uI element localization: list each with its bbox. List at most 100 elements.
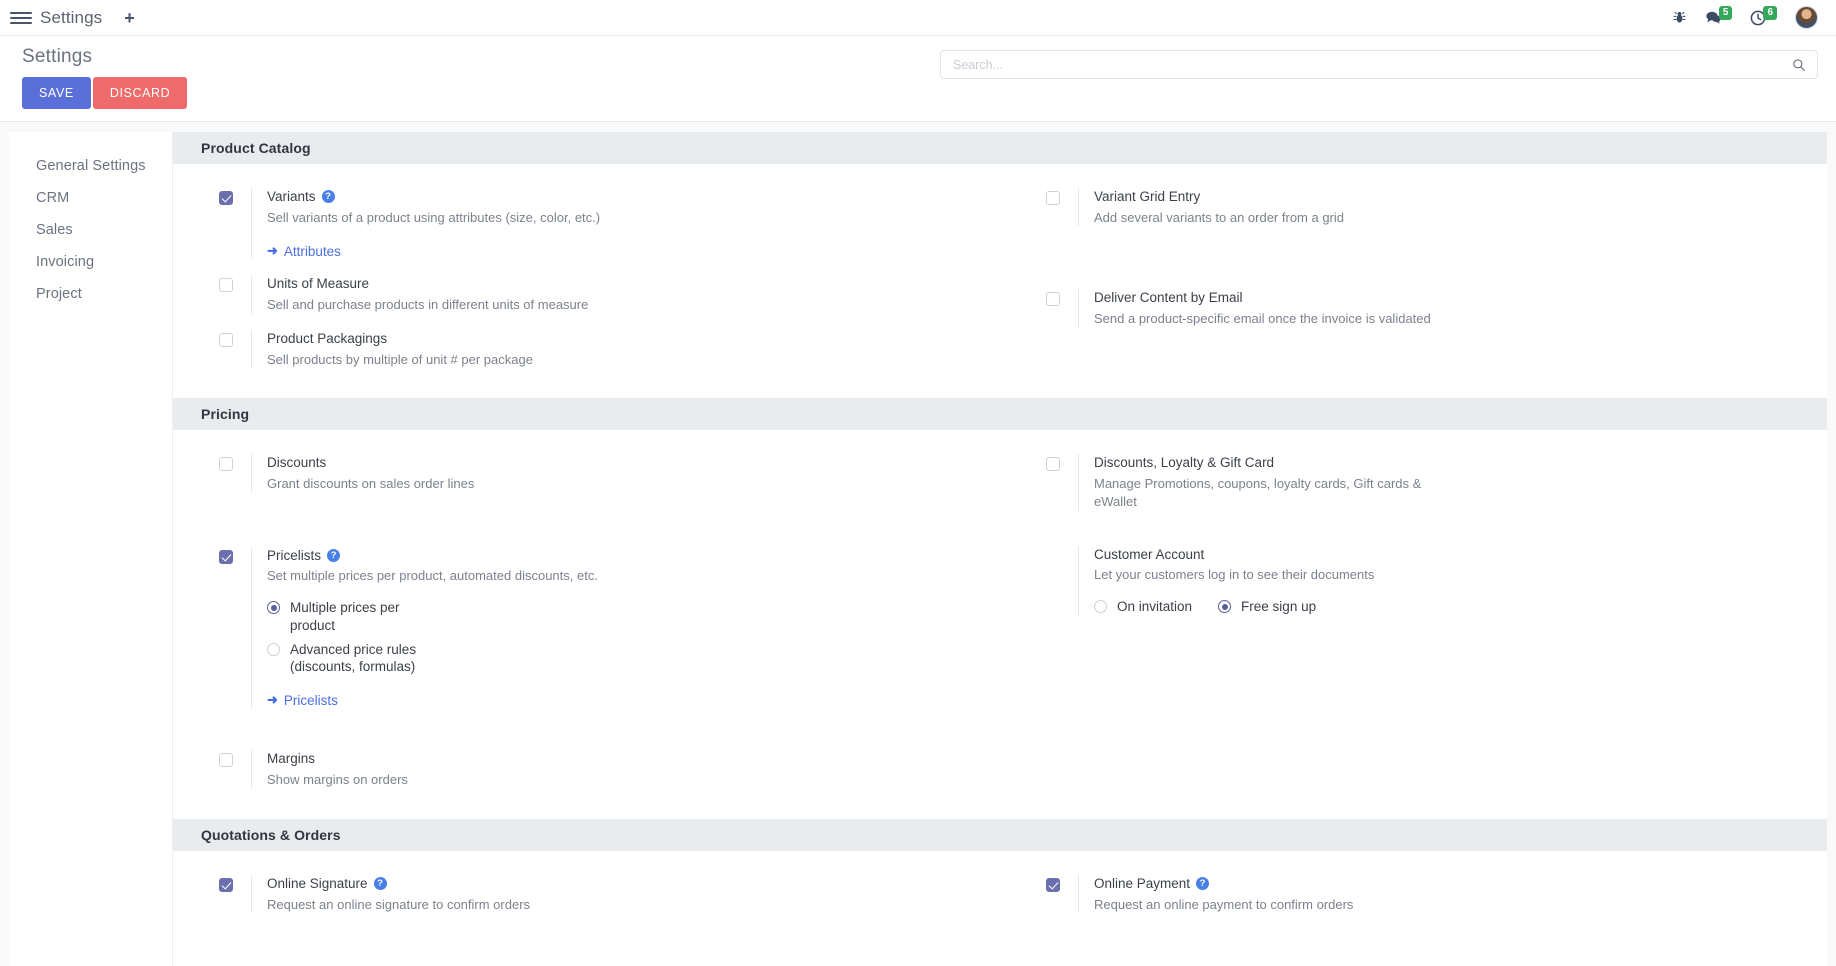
product-catalog-left-column: Variants ? Sell variants of a product us…: [173, 180, 1000, 376]
label-variant-grid-entry: Variant Grid Entry: [1094, 189, 1201, 204]
desc-margins: Show margins on orders: [267, 772, 408, 788]
radio-button[interactable]: [1094, 600, 1107, 614]
setting-variants: Variants ? Sell variants of a product us…: [173, 180, 1000, 267]
radio-button[interactable]: [267, 601, 280, 615]
messages-icon[interactable]: 5: [1705, 6, 1733, 25]
setting-discounts: Discounts Grant discounts on sales order…: [173, 446, 1000, 500]
desc-customer-account: Let your customers log in to see their d…: [1094, 567, 1375, 583]
radio-label: Free sign up: [1241, 599, 1317, 615]
setting-units-of-measure: Units of Measure Sell and purchase produ…: [173, 267, 1000, 321]
label-online-payment: Online Payment: [1094, 875, 1191, 891]
setting-product-packagings: Product Packagings Sell products by mult…: [173, 322, 1000, 376]
radio-button[interactable]: [267, 642, 280, 656]
label-units-of-measure: Units of Measure: [267, 276, 370, 292]
help-icon[interactable]: ?: [373, 877, 387, 891]
checkbox-deliver-content-by-email[interactable]: [1046, 292, 1060, 307]
help-icon[interactable]: ?: [327, 549, 341, 563]
label-variants-wrap: Variants ?: [267, 188, 978, 206]
sidebar-item-general-settings[interactable]: General Settings: [36, 158, 146, 174]
arrow-right-icon: ➜: [267, 243, 278, 259]
checkbox-online-payment[interactable]: [1046, 877, 1060, 892]
sidebar-item-crm[interactable]: CRM: [36, 190, 70, 206]
sidebar-item-sales[interactable]: Sales: [36, 222, 73, 238]
search-icon[interactable]: [1786, 58, 1817, 72]
activities-clock-icon[interactable]: 6: [1750, 6, 1777, 26]
setting-pricelists: Pricelists ? Set multiple prices per pro…: [173, 539, 1000, 717]
product-catalog-right-column: Variant Grid Entry Add several variants …: [1000, 180, 1827, 376]
radio-label: On invitation: [1117, 599, 1193, 615]
link-attributes[interactable]: ➜ Attributes: [267, 243, 978, 259]
setting-deliver-content-by-email: Deliver Content by Email Send a product-…: [1000, 281, 1827, 335]
label-pricelists: Pricelists: [267, 547, 322, 563]
label-variants: Variants: [267, 189, 316, 204]
label-deliver-content-by-email: Deliver Content by Email: [1094, 290, 1243, 306]
radio-multiple-prices-per-product[interactable]: Multiple prices per product: [267, 599, 978, 634]
setting-margins: Margins Show margins on orders: [173, 742, 1000, 796]
setting-online-payment: Online Payment ? Request an online payme…: [1000, 867, 1827, 921]
add-tab-button[interactable]: +: [124, 7, 135, 28]
hamburger-icon[interactable]: [10, 7, 32, 29]
checkbox-discounts[interactable]: [219, 457, 233, 472]
action-buttons: SAVE DISCARD: [22, 77, 188, 109]
search-box[interactable]: [940, 50, 1818, 79]
label-discounts: Discounts: [267, 455, 327, 471]
desc-online-signature: Request an online signature to confirm o…: [267, 896, 531, 912]
page-title: Settings: [22, 46, 93, 67]
setting-discounts-loyalty-gift-card: Discounts, Loyalty & Gift Card Manage Pr…: [1000, 446, 1827, 518]
pricelist-radio-group: Multiple prices per product Advanced pri…: [267, 599, 978, 675]
discard-button[interactable]: DISCARD: [92, 77, 188, 109]
control-panel-right: [940, 46, 1818, 79]
activities-badge: 6: [1763, 6, 1777, 20]
label-customer-account: Customer Account: [1094, 546, 1205, 562]
user-avatar[interactable]: [1795, 6, 1818, 29]
settings-content: General Settings CRM Sales Invoicing Pro…: [0, 122, 1836, 966]
app-title[interactable]: Settings: [40, 7, 103, 27]
help-icon[interactable]: ?: [1196, 877, 1210, 891]
desc-variant-grid-entry: Add several variants to an order from a …: [1094, 209, 1345, 225]
search-input[interactable]: [941, 51, 1786, 78]
checkbox-online-signature[interactable]: [219, 877, 233, 892]
checkbox-pricelists[interactable]: [219, 549, 233, 564]
setting-customer-account: Customer Account Let your customers log …: [1000, 538, 1827, 624]
settings-panel[interactable]: Product Catalog Variants ? Sell variants…: [173, 132, 1827, 966]
section-body-pricing: Discounts Grant discounts on sales order…: [173, 430, 1827, 819]
radio-button[interactable]: [1218, 600, 1232, 614]
checkbox-variant-grid-entry[interactable]: [1046, 191, 1060, 205]
sidebar-item-project[interactable]: Project: [36, 286, 82, 302]
checkbox-margins[interactable]: [219, 753, 233, 768]
checkbox-discounts-loyalty-gift-card[interactable]: [1046, 457, 1060, 472]
radio-advanced-price-rules[interactable]: Advanced price rules (discounts, formula…: [267, 641, 978, 676]
navbar-right-tools: 5 6: [1672, 6, 1818, 29]
link-pricelists-label: Pricelists: [283, 692, 338, 708]
section-title-pricing: Pricing: [173, 398, 1827, 431]
control-panel: Settings SAVE DISCARD: [0, 36, 1836, 122]
label-product-packagings: Product Packagings: [267, 330, 388, 346]
arrow-right-icon: ➜: [267, 692, 278, 708]
pricing-left-column: Discounts Grant discounts on sales order…: [173, 446, 1000, 797]
desc-deliver-content-by-email: Send a product-specific email once the i…: [1094, 311, 1431, 327]
radio-on-invitation[interactable]: On invitation: [1094, 598, 1192, 615]
save-button[interactable]: SAVE: [22, 77, 91, 109]
customer-account-radio-group: On invitation Free sign up: [1094, 598, 1805, 615]
link-pricelists[interactable]: ➜ Pricelists: [267, 692, 978, 708]
checkbox-units-of-measure[interactable]: [219, 278, 233, 293]
section-body-product-catalog: Variants ? Sell variants of a product us…: [173, 164, 1827, 398]
section-title-quotations-orders: Quotations & Orders: [173, 818, 1827, 851]
checkbox-product-packagings[interactable]: [219, 332, 233, 347]
bug-icon[interactable]: [1672, 10, 1687, 25]
quotations-left-column: Online Signature ? Request an online sig…: [173, 867, 1000, 921]
control-panel-left: Settings SAVE DISCARD: [22, 46, 188, 109]
desc-discounts: Grant discounts on sales order lines: [267, 476, 475, 491]
help-icon[interactable]: ?: [321, 190, 335, 204]
radio-free-sign-up[interactable]: Free sign up: [1218, 598, 1316, 615]
desc-product-packagings: Sell products by multiple of unit # per …: [267, 351, 533, 367]
label-discounts-loyalty-gift-card: Discounts, Loyalty & Gift Card: [1094, 455, 1275, 471]
setting-online-signature: Online Signature ? Request an online sig…: [173, 867, 1000, 921]
link-attributes-label: Attributes: [283, 243, 341, 259]
quotations-right-column: Online Payment ? Request an online payme…: [1000, 867, 1827, 921]
desc-units-of-measure: Sell and purchase products in different …: [267, 297, 589, 313]
top-navbar: Settings + 5: [0, 0, 1836, 36]
checkbox-variants[interactable]: [219, 191, 233, 205]
label-online-signature: Online Signature: [267, 875, 368, 891]
sidebar-item-invoicing[interactable]: Invoicing: [36, 254, 95, 270]
